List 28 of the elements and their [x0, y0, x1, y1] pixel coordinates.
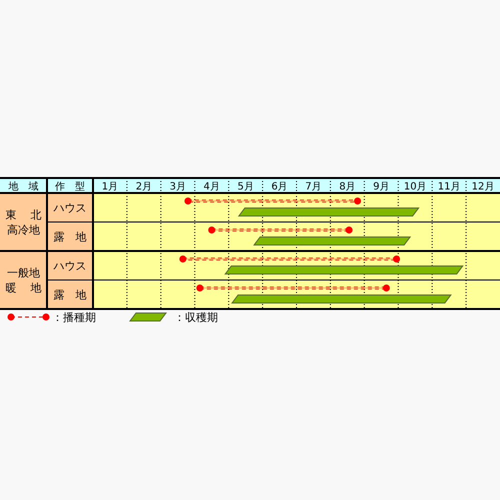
- y-tick-label: ハウス: [52, 202, 86, 214]
- text: 一般地: [7, 266, 40, 280]
- x-tick-label: 11月: [438, 182, 460, 192]
- x-tick-label: 5月: [237, 182, 254, 192]
- legend-label: ：収穫期: [174, 311, 218, 324]
- x-tick-label: 2月: [136, 182, 152, 192]
- x-tick-label: 10月: [404, 182, 427, 192]
- legend-label: ：播種期: [52, 311, 96, 324]
- bar: [232, 294, 452, 304]
- text: 高冷地: [7, 224, 40, 236]
- text: 暖地: [6, 282, 42, 294]
- y-tick-label: 露 地: [54, 230, 86, 244]
- y-tick-label: 露 地: [54, 288, 86, 302]
- text: 東北: [6, 208, 42, 222]
- x-tick-label: 6月: [271, 182, 288, 192]
- bar: [254, 236, 411, 246]
- x-axis-title: 地 域: [8, 180, 38, 192]
- x-tick-label: 1月: [102, 182, 118, 192]
- x-tick-label: 12月: [472, 182, 494, 192]
- bar: [238, 208, 420, 216]
- x-tick-label: 7月: [305, 182, 322, 192]
- x-tick-label: 4月: [204, 182, 220, 192]
- y-tick-label: ハウス: [52, 260, 86, 272]
- y-axis-title: 作 型: [54, 180, 85, 192]
- x-tick-label: 9月: [373, 182, 390, 192]
- x-tick-label: 8月: [339, 182, 356, 192]
- x-tick-label: 3月: [170, 182, 186, 192]
- bar: [224, 266, 464, 274]
